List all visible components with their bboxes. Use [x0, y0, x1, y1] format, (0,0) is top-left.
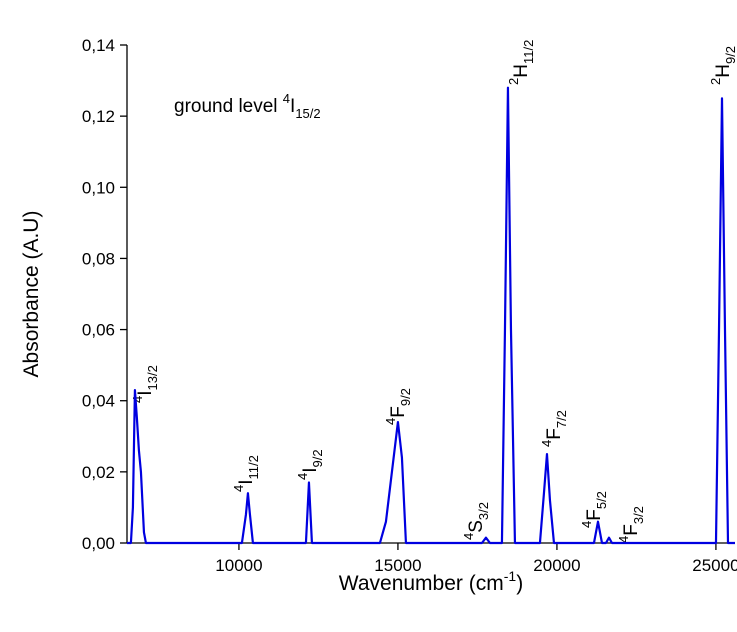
x-axis-label-sup: -1 [504, 568, 517, 584]
peak-label-main: H [511, 64, 532, 78]
peak-label-main: I [300, 467, 321, 472]
peak-label-sup: 4 [461, 533, 476, 540]
note-text: ground level [174, 96, 283, 117]
x-axis-label-text: Wavenumber (cm [339, 572, 504, 595]
peak-label-sup: 4 [231, 485, 246, 492]
peak-label-main: H [713, 64, 734, 78]
peak-label: 4F9/2 [383, 388, 413, 425]
peak-label: 4I13/2 [130, 365, 160, 403]
peak-label-sub: 7/2 [554, 410, 569, 428]
peak-label-sup: 4 [616, 536, 631, 543]
peak-label-sub: 3/2 [476, 502, 491, 520]
peak-label-main: S [466, 520, 487, 533]
note: ground level 4I15/2 [174, 91, 321, 121]
peak-label-sup: 4 [579, 521, 594, 528]
peak-label-sub: 3/2 [631, 506, 646, 524]
peak-label-sub: 11/2 [521, 40, 536, 64]
y-tick-label: 0,04 [82, 392, 115, 411]
peak-label-main: F [544, 428, 565, 440]
peak-label: 2H11/2 [506, 40, 536, 85]
y-axis-label: Absorbance (A.U) [20, 211, 43, 378]
peak-label-main: I [135, 390, 156, 395]
peak-label: 4F7/2 [539, 410, 569, 447]
peak-label: 4S3/2 [461, 502, 491, 540]
peak-label-sub: 9/2 [723, 46, 737, 64]
peak-label-sup: 2 [506, 78, 521, 85]
y-tick-label: 0,14 [82, 36, 115, 55]
peak-label: 2H9/2 [708, 46, 737, 85]
peak-label-sup: 4 [130, 396, 145, 403]
y-tick-label: 0,02 [82, 463, 115, 482]
note-sup: 4 [283, 91, 290, 106]
note-main: I [290, 96, 295, 117]
peak-label-sub: 11/2 [246, 455, 261, 479]
y-tick-label: 0,10 [82, 178, 115, 197]
x-tick-label: 20000 [533, 556, 580, 575]
peak-label: 4F5/2 [579, 491, 609, 528]
peak-label-sub: 13/2 [145, 365, 160, 390]
y-tick-label: 0,00 [82, 534, 115, 553]
x-tick-label: 10000 [215, 556, 262, 575]
peak-label: 4F3/2 [616, 506, 646, 543]
y-tick-label: 0,12 [82, 107, 115, 126]
peak-label-sub: 9/2 [310, 449, 325, 467]
peak-label: 4I11/2 [231, 455, 261, 492]
x-axis-label: Wavenumber (cm-1) [339, 568, 523, 595]
peak-label-sup: 4 [295, 473, 310, 480]
peak-label-sub: 5/2 [594, 491, 609, 509]
peak-label: 4I9/2 [295, 449, 325, 480]
y-tick-label: 0,08 [82, 249, 115, 268]
peak-label-main: F [584, 509, 605, 521]
x-axis-label-end: ) [516, 572, 523, 595]
peak-label-main: F [388, 406, 409, 418]
peak-label-main: I [236, 479, 257, 484]
x-tick-label: 25000 [692, 556, 737, 575]
peak-label-sup: 4 [539, 440, 554, 447]
spectrum-line [127, 86, 735, 545]
peak-label-sub: 9/2 [398, 388, 413, 406]
x-tick-label: 15000 [374, 556, 421, 575]
note-sub: 15/2 [295, 106, 320, 121]
peak-label-sup: 2 [708, 78, 723, 85]
peak-label-main: F [621, 524, 642, 536]
y-tick-label: 0,06 [82, 321, 115, 340]
peak-label-sup: 4 [383, 418, 398, 425]
